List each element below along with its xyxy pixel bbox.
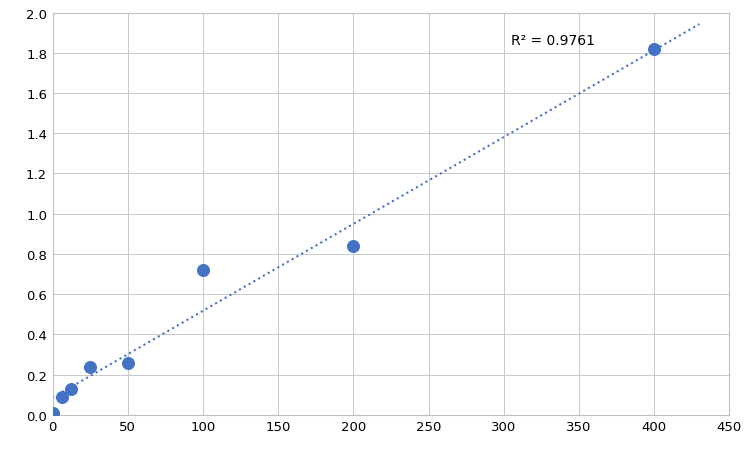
Point bbox=[56, 393, 68, 400]
Point bbox=[47, 410, 59, 417]
Text: R² = 0.9761: R² = 0.9761 bbox=[511, 34, 596, 47]
Point bbox=[347, 243, 359, 250]
Point bbox=[197, 267, 209, 274]
Point bbox=[122, 359, 134, 366]
Point bbox=[65, 385, 77, 392]
Point bbox=[648, 46, 660, 53]
Point bbox=[84, 363, 96, 370]
